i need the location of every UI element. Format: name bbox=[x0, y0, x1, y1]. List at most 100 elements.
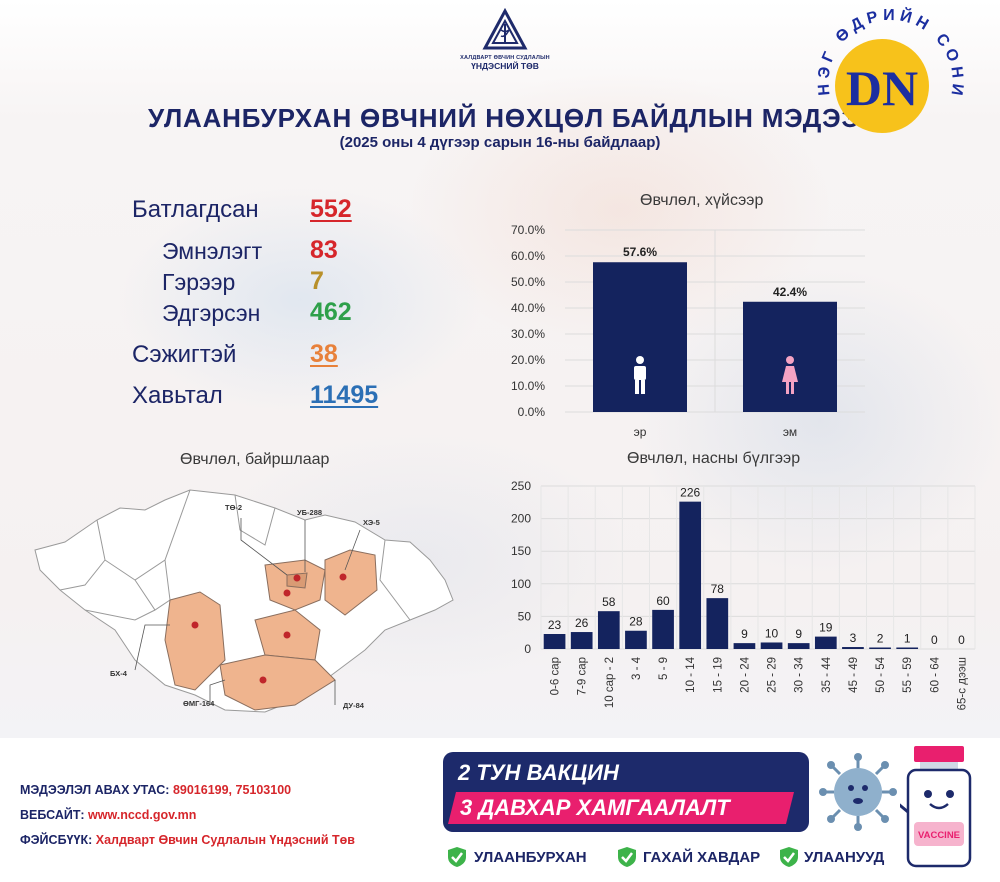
region-bh bbox=[164, 591, 226, 691]
gender-y-tick: 20.0% bbox=[511, 353, 545, 367]
gender-y-tick: 70.0% bbox=[511, 223, 545, 237]
age-data-label: 9 bbox=[795, 627, 802, 641]
age-bar bbox=[625, 630, 647, 649]
map-label-omg: ӨМГ-164 bbox=[183, 699, 215, 708]
map-highlighted-regions bbox=[164, 549, 378, 711]
age-category-label: 15 - 19 bbox=[712, 657, 724, 693]
gender-category-label: эр bbox=[634, 425, 647, 439]
gender-y-tick: 40.0% bbox=[511, 301, 545, 315]
age-y-tick: 100 bbox=[511, 577, 531, 591]
daily-news-stamp: DN НЭГ ӨДРИЙН СОНИН DAILY NEWS bbox=[790, 0, 962, 133]
female-icon bbox=[782, 356, 798, 394]
page-subtitle: (2025 оны 4 дүгээр сарын 16-ны байдлаар) bbox=[339, 134, 661, 151]
stat-confirmed-value: 552 bbox=[310, 195, 352, 223]
vaccine-banner-line1: 2 ТУН ВАКЦИН bbox=[458, 760, 619, 785]
age-bar bbox=[597, 611, 620, 649]
age-bar bbox=[652, 609, 674, 649]
age-bar bbox=[760, 642, 783, 649]
stat-home-value: 7 bbox=[310, 267, 324, 295]
age-category-label: 3 - 4 bbox=[631, 656, 643, 680]
gender-data-label: 42.4% bbox=[773, 285, 807, 299]
age-bar bbox=[706, 598, 729, 649]
age-y-tick: 0 bbox=[524, 642, 531, 656]
stat-suspected-label: Сэжигтэй bbox=[132, 341, 237, 368]
age-data-label: 3 bbox=[850, 631, 857, 645]
gender-data-label: 57.6% bbox=[623, 245, 657, 259]
age-bar bbox=[787, 643, 810, 649]
check-shield-icon bbox=[448, 847, 466, 867]
phone-label: МЭДЭЭЛЭЛ АВАХ УТАС: bbox=[20, 783, 170, 797]
age-bar bbox=[679, 501, 702, 649]
stat-confirmed-label: Батлагдсан bbox=[132, 196, 259, 223]
stat-recovered-value: 462 bbox=[310, 298, 352, 326]
map-label-to: ТӨ-2 bbox=[225, 503, 242, 512]
stat-recovered-label: Эдгэрсэн bbox=[162, 300, 261, 326]
male-icon bbox=[634, 356, 646, 394]
age-bar bbox=[896, 647, 919, 649]
org-name-line2: ҮНДЭСНИЙ ТӨВ bbox=[471, 61, 539, 71]
age-data-label: 78 bbox=[711, 582, 725, 596]
age-y-tick: 50 bbox=[518, 609, 532, 623]
phone-value: 89016199, 75103100 bbox=[172, 783, 292, 797]
age-bar bbox=[543, 634, 566, 649]
triangle-emblem-icon bbox=[482, 8, 528, 50]
age-data-label: 23 bbox=[548, 618, 562, 632]
nccd-logo: ХАЛДВАРТ ӨВЧИН СУДЛАЛЫН ҮНДЭСНИЙ ТӨВ bbox=[450, 8, 560, 86]
check-shield-icon bbox=[618, 847, 636, 867]
gender-category-label: эм bbox=[783, 425, 797, 439]
vaccine-bottle-icon: VACCINE bbox=[900, 746, 972, 868]
age-data-label: 226 bbox=[680, 486, 700, 500]
age-category-label: 65-с дээш bbox=[956, 657, 968, 710]
age-category-label: 30 - 34 bbox=[794, 656, 806, 692]
region-mumps: ГАХАЙ ХАВДАР bbox=[643, 849, 761, 866]
age-data-label: 0 bbox=[931, 633, 938, 647]
region-he bbox=[324, 549, 378, 616]
age-category-label: 45 - 49 bbox=[848, 657, 860, 693]
age-data-label: 28 bbox=[629, 615, 643, 629]
age-category-label: 5 - 9 bbox=[658, 657, 670, 680]
age-data-label: 1 bbox=[904, 632, 911, 646]
stat-contacts-label: Хавьтал bbox=[132, 382, 223, 409]
age-data-label: 26 bbox=[575, 616, 589, 630]
stat-hospital-value: 83 bbox=[310, 236, 338, 264]
vaccine-banner-line2: 3 ДАВХАР ХАМГААЛАЛТ bbox=[460, 795, 730, 820]
page-title: УЛААНБУРХАН ӨВЧНИЙ НӨХЦӨЛ БАЙДЛЫН МЭДЭЭ bbox=[148, 103, 861, 133]
contact-website: ВЕБСАЙТ: www.nccd.gov.mn bbox=[20, 808, 196, 822]
age-category-label: 55 - 59 bbox=[902, 657, 914, 693]
age-y-tick: 200 bbox=[511, 512, 531, 526]
age-data-label: 19 bbox=[819, 621, 833, 635]
stat-home-label: Гэрээр bbox=[162, 269, 236, 295]
map-label-he: ХЭ-5 bbox=[363, 518, 380, 527]
stat-hospital-label: Эмнэлэгт bbox=[162, 238, 263, 264]
age-bar bbox=[570, 632, 593, 649]
contact-phone: МЭДЭЭЛЭЛ АВАХ УТАС: 89016199, 75103100 bbox=[20, 783, 291, 797]
map-label-du: ДУ-84 bbox=[343, 701, 365, 710]
age-data-label: 0 bbox=[958, 633, 965, 647]
age-data-label: 2 bbox=[877, 632, 884, 646]
facebook-value[interactable]: Халдварт Өвчин Судлалын Үндэсний Төв bbox=[95, 833, 355, 847]
age-bar bbox=[869, 647, 891, 649]
age-y-tick: 250 bbox=[511, 479, 531, 493]
map-dots bbox=[191, 573, 347, 684]
facebook-label: ФЭЙСБҮҮК: bbox=[20, 833, 93, 847]
age-bar bbox=[733, 643, 756, 649]
check-shield-icon bbox=[780, 847, 798, 867]
age-category-label: 60 - 64 bbox=[929, 656, 941, 692]
vaccine-bottle-label: VACCINE bbox=[918, 830, 960, 841]
region-rubella: УЛААНУУД bbox=[804, 849, 885, 866]
age-category-label: 10 - 14 bbox=[685, 656, 697, 692]
website-value[interactable]: www.nccd.gov.mn bbox=[88, 808, 197, 822]
gender-y-tick: 0.0% bbox=[518, 405, 546, 419]
age-data-label: 58 bbox=[602, 595, 616, 609]
age-y-tick: 150 bbox=[511, 544, 531, 558]
gender-bar-chart: 0.0% 10.0% 20.0% 30.0% 40.0% 50.0% 60.0% 70.0% 5… bbox=[511, 223, 865, 439]
map-title: Өвчлөл, байршлаар bbox=[180, 451, 330, 468]
age-category-label: 25 - 29 bbox=[767, 657, 779, 693]
age-category-label: 10 сар - 2 bbox=[604, 657, 616, 708]
stamp-logo-text: DN bbox=[846, 60, 918, 116]
contact-facebook: ФЭЙСБҮҮК: Халдварт Өвчин Судлалын Үндэсн… bbox=[20, 833, 355, 847]
stamp-circle bbox=[835, 39, 929, 133]
age-category-label: 20 - 24 bbox=[739, 656, 751, 692]
age-data-label: 60 bbox=[656, 594, 670, 608]
